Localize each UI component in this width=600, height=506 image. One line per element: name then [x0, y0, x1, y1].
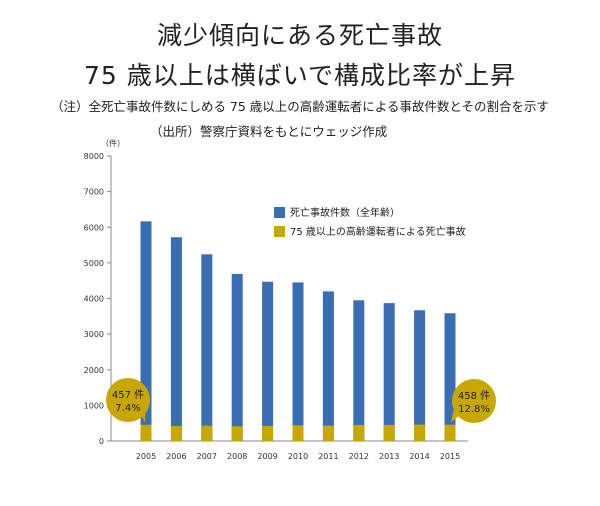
bar-elderly	[140, 424, 152, 441]
x-tick-label: 2013	[379, 452, 399, 461]
bar-elderly	[322, 425, 334, 441]
bar-elderly	[353, 424, 365, 441]
annotation-count: 457 件	[112, 389, 144, 401]
x-tick-label: 2014	[409, 452, 429, 461]
annotation-share: 12.8%	[458, 404, 490, 415]
bar-elderly	[231, 426, 243, 441]
y-tick-label: 8000	[84, 152, 104, 161]
chart-source: （出所）警察庁資料をもとにウェッジ作成	[150, 124, 388, 139]
y-tick-label: 1000	[84, 401, 104, 410]
y-tick-label: 3000	[84, 330, 104, 339]
bar-total	[353, 300, 365, 441]
x-tick-label: 2010	[288, 452, 308, 461]
bar-elderly	[383, 424, 395, 441]
y-tick-label: 0	[99, 437, 104, 446]
y-tick-label: 6000	[84, 223, 104, 232]
x-tick-label: 2012	[349, 452, 369, 461]
y-tick-label: 4000	[84, 295, 104, 304]
chart-title-line2: 75 歳以上は横ばいで構成比率が上昇	[83, 61, 516, 90]
bar-total	[444, 313, 456, 441]
bar-total	[414, 310, 426, 441]
y-tick-label: 5000	[84, 259, 104, 268]
bar-elderly	[170, 426, 182, 441]
x-tick-label: 2011	[318, 452, 338, 461]
bar-total	[201, 254, 213, 441]
bar-total	[292, 282, 304, 441]
bar-total	[262, 281, 274, 441]
x-tick-label: 2005	[136, 452, 156, 461]
y-unit-label: （件）	[101, 138, 125, 148]
annotation-count: 458 件	[458, 390, 490, 402]
x-tick-label: 2015	[440, 452, 460, 461]
legend-swatch-elderly	[274, 226, 285, 237]
bar-total	[231, 273, 243, 441]
bar-total	[140, 221, 152, 441]
legend-label-elderly: 75 歳以上の高齢運転者による死亡事故	[290, 225, 466, 238]
annotation-share: 7.4%	[115, 403, 140, 414]
x-tick-label: 2007	[197, 452, 217, 461]
chart-note: （注）全死亡事故件数にしめる 75 歳以上の高齢運転者による事故件数とその割合を…	[50, 99, 550, 114]
bar-elderly	[444, 424, 456, 441]
annotation-bubble	[106, 378, 150, 422]
bar-elderly	[414, 424, 426, 441]
y-tick-label: 2000	[84, 366, 104, 375]
x-tick-label: 2008	[227, 452, 247, 461]
legend-swatch-total	[274, 207, 285, 218]
x-tick-label: 2009	[257, 452, 277, 461]
annotation-bubble	[452, 379, 496, 423]
bar-total	[322, 291, 334, 441]
y-tick-label: 7000	[84, 188, 104, 197]
legend-label-total: 死亡事故件数（全年齢）	[290, 206, 400, 219]
bar-elderly	[292, 425, 304, 441]
bar-total	[170, 237, 182, 441]
bar-total	[383, 303, 395, 441]
chart-title-line1: 減少傾向にある死亡事故	[156, 21, 443, 50]
bar-elderly	[201, 425, 213, 441]
bar-elderly	[262, 426, 274, 441]
x-tick-label: 2006	[166, 452, 186, 461]
